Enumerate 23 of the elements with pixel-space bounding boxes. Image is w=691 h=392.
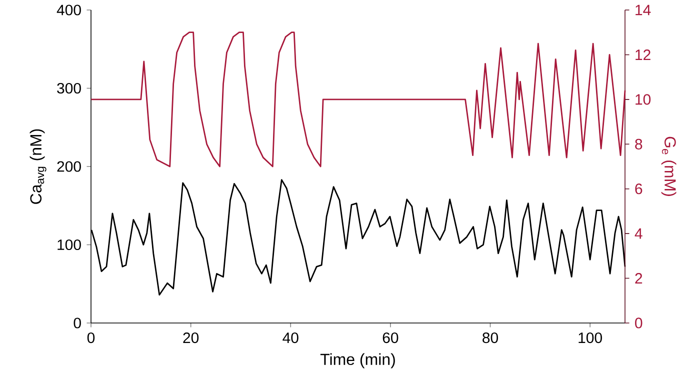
y2-tick-label: 10 bbox=[636, 94, 651, 105]
y2-tick-label: 2 bbox=[635, 273, 642, 284]
y-tick-label: 100 bbox=[58, 239, 81, 250]
line-series bbox=[90, 32, 626, 168]
y2-axis-title: G$_{e}$ (mM) bbox=[661, 136, 676, 196]
x-axis-title: Time (min) bbox=[320, 353, 395, 368]
x-tick-label: 20 bbox=[183, 332, 199, 344]
x-tick-label: 40 bbox=[282, 332, 298, 344]
x-tick-label: 60 bbox=[382, 332, 398, 344]
y-tick-label: 0 bbox=[74, 318, 81, 328]
x-tick-label: 80 bbox=[482, 332, 498, 344]
y-tick-label: 300 bbox=[57, 82, 81, 94]
y2-tick-label: 14 bbox=[636, 4, 651, 16]
y2-tick-label: 6 bbox=[635, 184, 642, 194]
y-tick-label: 200 bbox=[57, 161, 81, 172]
x-tick-label: 0 bbox=[87, 332, 95, 344]
y-tick-label: 400 bbox=[56, 4, 81, 16]
x-tick-label: 100 bbox=[578, 332, 602, 344]
y2-tick-label: 4 bbox=[634, 228, 642, 239]
y-axis-title: Ca$_{avg}$ (nM) bbox=[30, 129, 46, 204]
y2-tick-label: 12 bbox=[636, 49, 650, 60]
y2-tick-label: 8 bbox=[635, 138, 642, 150]
y2-tick-label: 0 bbox=[635, 318, 642, 328]
